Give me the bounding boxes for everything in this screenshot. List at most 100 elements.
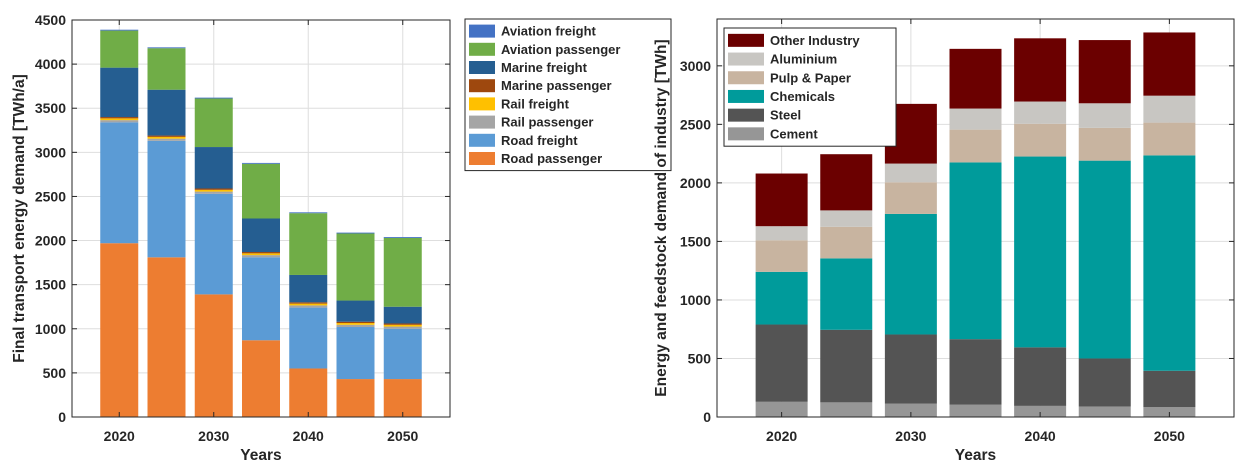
bar-steel-2050: [1143, 370, 1196, 408]
bar-other-industry-2025: [820, 154, 873, 211]
bar-marine-freight-2025: [147, 89, 186, 136]
legend-label-rail-passenger: Rail passenger: [501, 115, 594, 130]
y-tick-label: 1500: [35, 277, 66, 293]
bar-chemicals-2035: [949, 162, 1002, 340]
y-tick-label: 500: [43, 365, 67, 381]
bar-pulp-and-paper-2030: [884, 182, 937, 214]
legend-label-cement: Cement: [770, 126, 818, 141]
bar-rail-passenger-2025: [147, 138, 186, 141]
bar-marine-freight-2050: [383, 306, 422, 324]
bar-road-freight-2035: [242, 257, 280, 341]
bar-aviation-freight-2040: [289, 212, 328, 214]
bar-rail-passenger-2030: [194, 191, 233, 194]
bar-pulp-and-paper-2020: [755, 240, 808, 272]
y-tick-label: 1000: [35, 321, 66, 337]
legend-label-aluminium: Aluminium: [770, 52, 837, 67]
bar-steel-2030: [884, 334, 937, 404]
bar-other-industry-2020: [755, 173, 808, 227]
bar-aviation-passenger-2020: [100, 30, 139, 68]
bar-aluminium-2035: [949, 108, 1002, 130]
legend-label-marine-passenger: Marine passenger: [501, 78, 612, 93]
bar-steel-2020: [755, 324, 808, 402]
bar-aviation-freight-2035: [242, 162, 280, 164]
bar-steel-2035: [949, 339, 1002, 405]
y-tick-label: 2500: [35, 188, 66, 204]
bar-steel-2040: [1014, 347, 1067, 406]
bar-marine-passenger-2040: [289, 302, 328, 304]
bar-marine-freight-2035: [242, 218, 280, 253]
legend-label-pulp-and-paper: Pulp & Paper: [770, 70, 851, 85]
bar-road-freight-2040: [289, 307, 328, 369]
bar-road-passenger-2040: [289, 368, 328, 417]
bar-marine-freight-2040: [289, 274, 328, 303]
y-tick-label: 4000: [35, 56, 66, 72]
x-tick-label: 2030: [198, 428, 229, 444]
x-tick-label: 2020: [104, 428, 135, 444]
y-tick-label: 500: [688, 350, 712, 366]
bar-chemicals-2025: [820, 258, 873, 330]
bar-aviation-passenger-2025: [147, 48, 186, 90]
legend-swatch-steel: [728, 108, 764, 122]
bar-steel-2045: [1078, 358, 1131, 407]
bar-chemicals-2040: [1014, 156, 1067, 348]
bar-aviation-passenger-2045: [336, 233, 375, 301]
bar-aluminium-2020: [755, 226, 808, 241]
bar-rail-passenger-2035: [242, 255, 280, 258]
x-tick-label: 2020: [766, 428, 797, 444]
bar-marine-passenger-2050: [383, 323, 422, 325]
bar-cement-2020: [755, 401, 808, 417]
bar-pulp-and-paper-2025: [820, 226, 873, 259]
legend-label-steel: Steel: [770, 108, 801, 123]
legend-swatch-rail-freight: [469, 97, 495, 111]
y-tick-label: 1000: [680, 292, 711, 308]
legend-swatch-other-industry: [728, 33, 764, 47]
y-tick-label: 4500: [35, 12, 66, 28]
industry-energy-chart: 0 500 1000 1500 2000 2500 3000 2020 2030 2040 2050…: [653, 18, 1235, 461]
bar-rail-freight-2045: [336, 323, 375, 325]
bar-road-freight-2045: [336, 327, 375, 380]
transport-energy-chart: 0 500 1000 1500 2000 2500 3000 3500 4000 4500 2020…: [11, 12, 672, 461]
y-tick-label: 3000: [680, 58, 711, 74]
bar-road-passenger-2030: [194, 294, 233, 417]
bar-rail-freight-2035: [242, 253, 280, 256]
legend-box: [723, 27, 897, 147]
bar-pulp-and-paper-2040: [1014, 123, 1067, 157]
bar-aviation-passenger-2030: [194, 98, 233, 148]
bar-rail-freight-2025: [147, 136, 186, 139]
legend-label-aviation-freight: Aviation freight: [501, 24, 597, 39]
bar-road-freight-2020: [100, 122, 139, 244]
y-tick-label: 3000: [35, 144, 66, 160]
bar-road-passenger-2050: [383, 379, 422, 417]
bar-marine-passenger-2045: [336, 321, 375, 324]
y-tick-label: 3500: [35, 100, 66, 116]
bar-rail-passenger-2050: [383, 326, 422, 329]
bar-cement-2025: [820, 402, 873, 417]
y-tick-label: 2000: [680, 175, 711, 191]
bar-marine-freight-2020: [100, 67, 139, 118]
legend-label-road-freight: Road freight: [501, 133, 578, 148]
bar-marine-passenger-2020: [100, 117, 139, 119]
bar-marine-passenger-2030: [194, 188, 233, 190]
bar-chemicals-2045: [1078, 160, 1131, 359]
bar-rail-passenger-2020: [100, 120, 139, 123]
legend-swatch-pulp-and-paper: [728, 71, 764, 85]
bar-marine-passenger-2025: [147, 135, 186, 137]
y-axis-label: Energy and feedstock demand of industry …: [653, 39, 670, 396]
bar-aluminium-2030: [884, 163, 937, 183]
bar-rail-passenger-2040: [289, 305, 328, 308]
legend-swatch-aviation-passenger: [469, 42, 495, 56]
bar-rail-passenger-2045: [336, 324, 375, 328]
bar-aviation-passenger-2035: [242, 163, 280, 219]
bar-marine-freight-2045: [336, 300, 375, 322]
bar-other-industry-2045: [1078, 40, 1131, 104]
x-tick-label: 2030: [895, 428, 926, 444]
bar-pulp-and-paper-2035: [949, 129, 1002, 163]
bar-other-industry-2050: [1143, 32, 1196, 96]
bar-chemicals-2020: [755, 271, 808, 325]
legend-swatch-chemicals: [728, 89, 764, 103]
bar-aluminium-2040: [1014, 101, 1067, 124]
y-tick-label: 1500: [680, 233, 711, 249]
y-axis-label: Final transport energy demand [TWh/a]: [11, 74, 28, 363]
bar-rail-freight-2020: [100, 118, 139, 121]
x-tick-label: 2040: [293, 428, 324, 444]
